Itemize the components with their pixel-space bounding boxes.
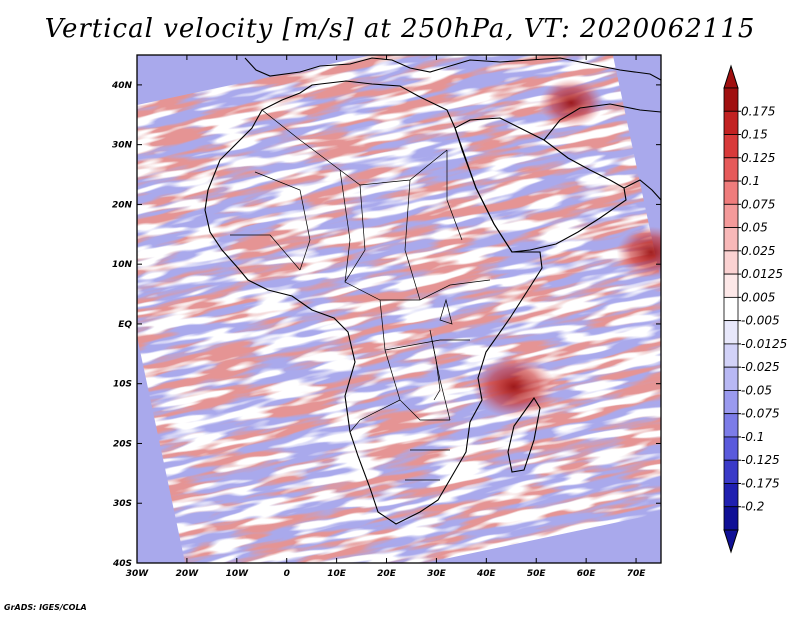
colorbar-label: 0.15 — [741, 128, 768, 142]
colorbar-swatch — [723, 320, 739, 345]
persia-coastline — [543, 103, 661, 141]
colorbar-label: 0.005 — [741, 290, 775, 304]
x-tick-label: 20W — [176, 569, 200, 579]
y-tick-label: 40N — [111, 81, 133, 91]
y-tick-label: EQ — [118, 320, 132, 330]
colorbar-swatch — [723, 203, 739, 228]
x-tick-label: 30E — [427, 569, 447, 579]
colorbar-swatch — [723, 506, 739, 531]
y-tick-label: 40S — [112, 559, 132, 569]
madagascar-coastline — [507, 396, 541, 473]
colorbar-label: 0.125 — [741, 151, 775, 165]
x-tick-label: 60E — [577, 569, 597, 579]
africa-coastline — [204, 80, 543, 525]
colorbar: 0.175 0.15 0.125 0.1 0.075 0.05 0.025 0.0125 0.0… — [723, 64, 787, 554]
arabia-coastline — [454, 117, 627, 253]
colorbar-swatch — [723, 250, 739, 275]
colorbar-swatch — [723, 180, 739, 205]
colorbar-min-arrow — [723, 529, 739, 554]
y-tick-label: 30N — [112, 141, 133, 151]
great-lakes — [431, 298, 453, 401]
plot-title: Vertical velocity [m/s] at 250hPa, VT: 2… — [44, 14, 756, 44]
colorbar-label: -0.1 — [741, 430, 764, 444]
colorbar-swatch — [723, 87, 739, 112]
country-borders — [230, 109, 491, 481]
colorbar-label: -0.0125 — [741, 337, 787, 351]
colorbar-swatch — [723, 366, 739, 391]
map-field-texture — [137, 55, 661, 563]
colorbar-swatch — [723, 413, 739, 438]
updraft-highlight — [616, 226, 661, 279]
y-tick-label: 30S — [113, 499, 132, 509]
border-lines — [230, 109, 491, 481]
y-tick-label: 20N — [112, 200, 133, 210]
colorbar-max-arrow — [723, 64, 739, 89]
x-tick-label: 30W — [126, 569, 150, 579]
x-tick-label: 40E — [476, 569, 497, 579]
y-tick-label: 20S — [113, 439, 132, 449]
x-tick-label: 10W — [226, 569, 250, 579]
colorbar-label: 0.1 — [741, 174, 760, 188]
colorbar-swatch — [723, 273, 739, 298]
colorbar-swatch — [723, 110, 739, 135]
updraft-highlight — [472, 355, 556, 418]
y-tick-label: 10N — [112, 260, 133, 270]
map-highlights — [472, 78, 661, 418]
colorbar-label: -0.2 — [741, 500, 764, 514]
x-tick-label: 70E — [627, 569, 647, 579]
colorbar-label: 0.075 — [741, 197, 775, 211]
colorbar-swatch — [723, 436, 739, 461]
axis-ticks: 30W 20W 10W 0 10E 20E 30E 40E 50E 60E 70E 40N 30N 20N… — [111, 55, 661, 579]
x-tick-label: 50E — [527, 569, 547, 579]
colorbar-label: 0.025 — [741, 244, 775, 258]
colorbar-swatch — [723, 134, 739, 159]
colorbar-swatch — [723, 296, 739, 322]
grads-credit: GrADS: IGES/COLA — [4, 603, 87, 612]
x-tick-label: 0 — [284, 569, 290, 579]
colorbar-label: 0.0125 — [741, 267, 783, 281]
europe-coastline — [244, 57, 661, 81]
colorbar-label: -0.075 — [741, 407, 780, 421]
colorbar-label: 0.175 — [741, 104, 775, 118]
colorbar-label: -0.025 — [741, 360, 780, 374]
map-area: 30W 20W 10W 0 10E 20E 30E 40E 50E 60E 70E 40N 30N 20N… — [111, 54, 662, 579]
colorbar-label: -0.005 — [741, 314, 780, 328]
colorbar-swatch — [723, 227, 739, 252]
india-coastline — [623, 179, 661, 201]
colorbar-label: -0.125 — [741, 453, 780, 467]
colorbar-swatch — [723, 483, 739, 508]
colorbar-label: 0.05 — [741, 221, 768, 235]
colorbar-swatch — [723, 390, 739, 415]
colorbar-swatch — [723, 157, 739, 182]
updraft-highlight — [539, 78, 604, 127]
coastlines — [204, 57, 661, 525]
x-tick-label: 20E — [377, 569, 397, 579]
colorbar-swatch — [723, 459, 739, 484]
colorbar-label: -0.05 — [741, 383, 772, 397]
colorbar-swatch — [723, 343, 739, 368]
colorbar-label: -0.175 — [741, 476, 780, 490]
map-frame — [136, 54, 662, 564]
x-tick-label: 10E — [327, 569, 347, 579]
y-tick-label: 10S — [113, 380, 132, 390]
